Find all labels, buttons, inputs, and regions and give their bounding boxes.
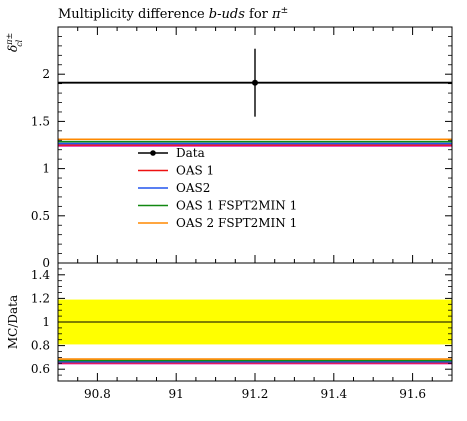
y-tick-label-bottom: 0.8 bbox=[31, 339, 50, 353]
data-point bbox=[252, 79, 258, 86]
y-tick-label-bottom: 0.6 bbox=[31, 362, 50, 376]
x-tick-label: 90.8 bbox=[84, 387, 111, 401]
legend-label-3: OAS 2 FSPT2MIN 1 bbox=[176, 216, 297, 230]
x-tick-label: 91 bbox=[169, 387, 184, 401]
legend-label-2: OAS 1 FSPT2MIN 1 bbox=[176, 199, 297, 213]
chart-title: Multiplicity difference b-uds for π± bbox=[58, 6, 288, 22]
y-tick-label-top: 1 bbox=[42, 162, 50, 176]
svg-text:δπ±cl: δπ±cl bbox=[5, 33, 24, 52]
x-tick-label: 91.6 bbox=[399, 387, 426, 401]
y-tick-label-bottom: 1.2 bbox=[31, 291, 50, 305]
svg-text:MC/Data: MC/Data bbox=[6, 295, 20, 349]
y-tick-label-top: 0.5 bbox=[31, 209, 50, 223]
x-tick-label: 91.4 bbox=[320, 387, 347, 401]
top-panel: 0 0.5 1 1.5 2 bbox=[31, 26, 453, 270]
y-tick-label-top: 2 bbox=[42, 67, 50, 81]
legend-marker-data bbox=[150, 150, 156, 156]
y-axis-label-top: δπ±cl bbox=[5, 33, 24, 52]
y-tick-label-bottom: 1.4 bbox=[31, 268, 50, 282]
legend: Data OAS 1 OAS2 OAS 1 FSPT2MIN 1 OAS 2 FSPT2… bbox=[138, 146, 297, 230]
legend-label-0: OAS 1 bbox=[176, 164, 214, 178]
y-tick-label-top: 0 bbox=[42, 256, 50, 270]
x-tick-label: 91.2 bbox=[242, 387, 269, 401]
legend-label-1: OAS2 bbox=[176, 181, 210, 195]
y-tick-label-bottom: 1 bbox=[42, 315, 50, 329]
ratio-panel: 0.6 0.8 1 1.2 1.4 90.8 91 91.2 91.4 91.6 bbox=[31, 262, 453, 401]
y-tick-label-top: 1.5 bbox=[31, 114, 50, 128]
legend-label-data: Data bbox=[176, 146, 205, 160]
y-axis-label-bottom: MC/Data bbox=[6, 295, 20, 349]
